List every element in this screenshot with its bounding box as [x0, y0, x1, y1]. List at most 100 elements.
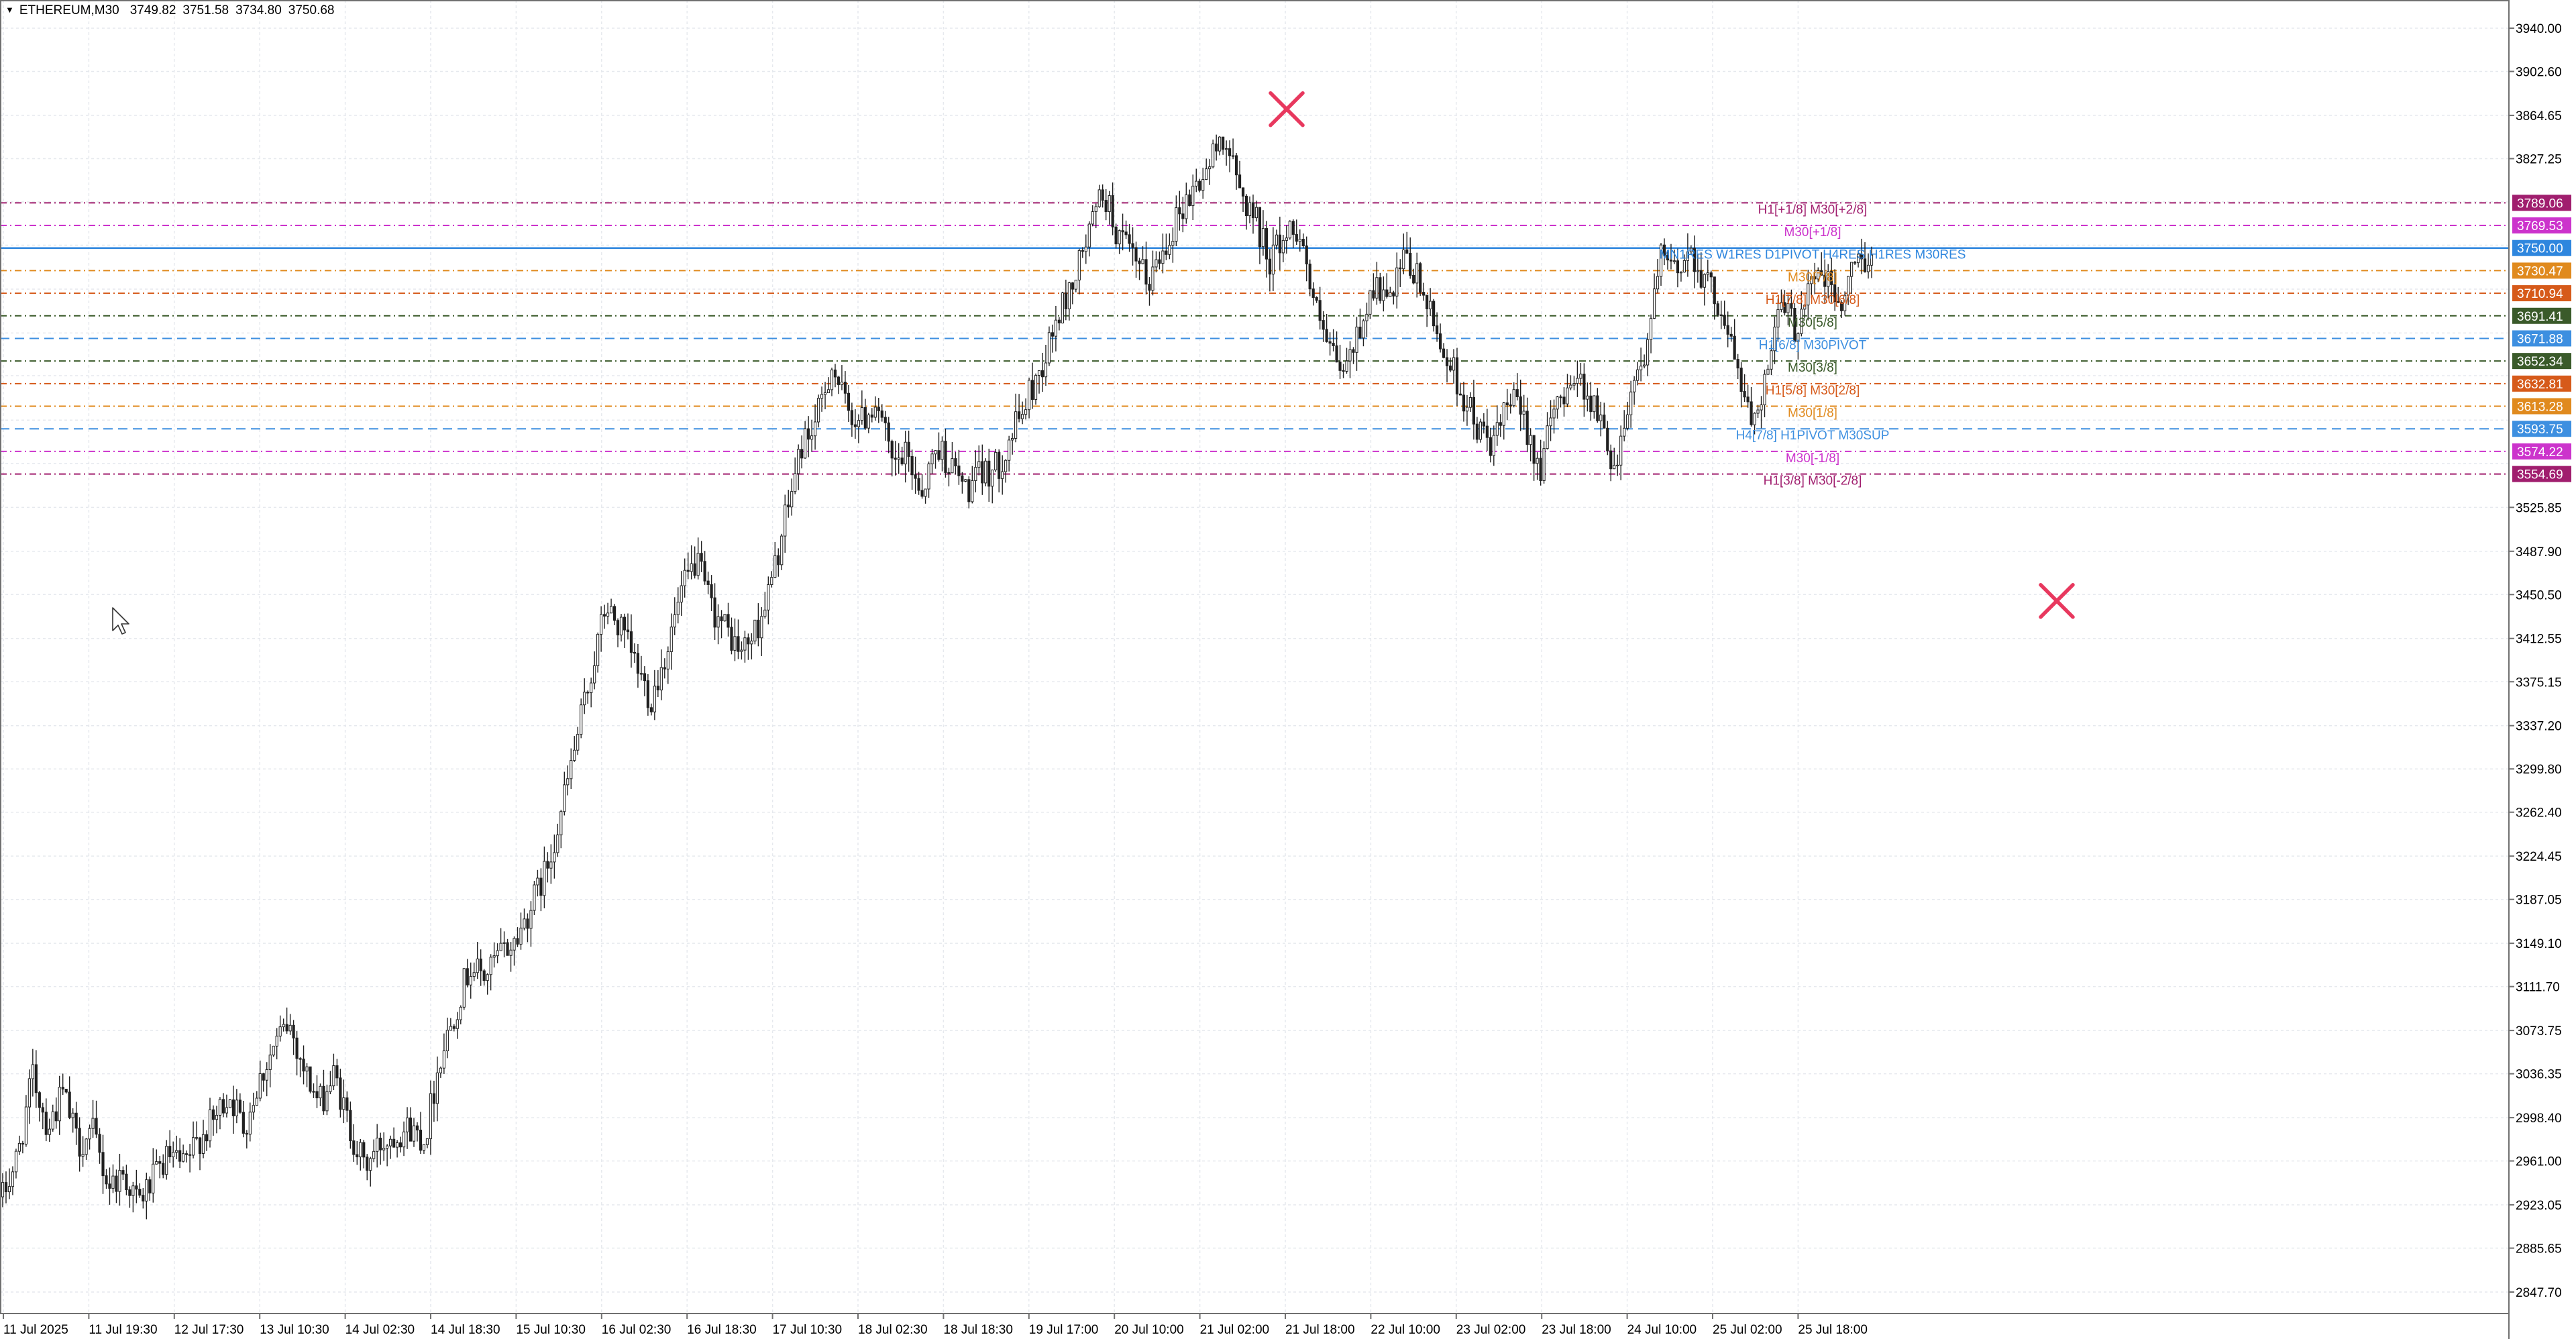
candle-body	[1820, 270, 1823, 276]
candle-body	[1462, 394, 1466, 412]
candle	[1014, 393, 1018, 443]
candle	[787, 490, 790, 518]
price-tick-label: 3412.55	[2516, 633, 2562, 647]
candle	[188, 1144, 192, 1173]
collapse-triangle-icon[interactable]: ▼	[5, 5, 14, 15]
candle-body	[275, 1035, 278, 1047]
candle	[412, 1118, 416, 1147]
candle-body	[787, 504, 790, 508]
candle	[583, 678, 586, 714]
candle-body	[951, 458, 954, 474]
candle	[773, 541, 777, 578]
price-tag-box	[2512, 262, 2571, 279]
candle	[1849, 262, 1854, 294]
candle-body	[1633, 380, 1636, 392]
candle	[1853, 261, 1857, 266]
candle	[546, 852, 549, 883]
candle	[1442, 343, 1446, 359]
candle-body	[920, 490, 924, 497]
candle	[4, 1171, 8, 1203]
candle-body	[1559, 396, 1562, 398]
candle	[1753, 412, 1756, 435]
candle	[17, 1135, 21, 1155]
price-tag-box	[2512, 375, 2571, 392]
candle-body	[1185, 194, 1188, 219]
candle-body	[563, 784, 566, 812]
candle	[880, 404, 883, 422]
candle	[131, 1181, 135, 1213]
candle-body	[1158, 259, 1161, 264]
candle-body	[1509, 405, 1512, 407]
candle-body	[469, 976, 472, 985]
candle	[1596, 388, 1599, 423]
candle	[1238, 160, 1242, 189]
candle	[1833, 269, 1837, 311]
level-label: H1[7/8] M30[6/8]	[1766, 293, 1860, 307]
candle	[737, 619, 740, 659]
candle-body	[1666, 255, 1670, 261]
candle-body	[1057, 319, 1061, 324]
candle	[753, 619, 757, 645]
candle	[359, 1138, 362, 1171]
candle	[1198, 178, 1201, 193]
candle-body	[1288, 221, 1291, 239]
candle-body	[282, 1024, 285, 1028]
candle-body	[1773, 327, 1776, 352]
candle-body	[1392, 292, 1395, 297]
candle	[325, 1084, 329, 1116]
level-label: H4[7/8] H1PIVOT M30SUP	[1736, 429, 1890, 443]
candle-body	[115, 1175, 118, 1192]
candle	[285, 1007, 288, 1034]
candle-body	[1171, 241, 1175, 246]
candle-body	[1121, 230, 1124, 233]
candle-body	[1760, 405, 1763, 411]
price-tag-box	[2512, 353, 2571, 370]
candle	[1251, 195, 1255, 234]
candle	[158, 1155, 162, 1179]
candle-body	[1342, 370, 1345, 372]
candle	[1168, 233, 1171, 260]
candle	[1175, 195, 1178, 246]
candle-body	[479, 958, 482, 971]
candle	[606, 602, 610, 625]
candle	[1228, 140, 1232, 172]
candle	[600, 606, 603, 652]
candle-body	[513, 938, 516, 951]
candle	[1586, 382, 1589, 412]
candle-body	[576, 734, 580, 751]
candle	[733, 619, 737, 661]
price-tag-label: 3710.94	[2517, 287, 2563, 301]
candle-body	[1040, 370, 1044, 378]
candle-body	[1084, 246, 1087, 252]
candle	[1254, 201, 1258, 222]
candle	[191, 1121, 195, 1159]
candle-body	[1051, 332, 1055, 337]
candle-body	[182, 1153, 185, 1162]
candle	[1856, 250, 1860, 268]
candle	[713, 583, 716, 640]
cross-marker-icon	[2039, 583, 2075, 619]
candle	[1606, 421, 1609, 456]
candle-body	[1863, 258, 1867, 272]
candle-body	[947, 472, 951, 474]
candle-body	[48, 1128, 51, 1135]
candle-body	[208, 1109, 212, 1142]
candle	[1426, 294, 1429, 327]
candle	[1479, 419, 1482, 443]
candle	[794, 457, 797, 494]
candle	[442, 1033, 445, 1075]
candle	[1352, 347, 1355, 364]
candle-body	[526, 918, 529, 929]
price-tag-box	[2512, 217, 2571, 234]
candle	[1582, 363, 1586, 417]
candle	[1736, 354, 1739, 380]
candle	[14, 1148, 18, 1179]
candle	[643, 666, 647, 696]
candle	[1241, 187, 1245, 212]
candle	[1171, 227, 1175, 263]
candle	[944, 429, 947, 478]
candle-body	[14, 1150, 18, 1173]
candle	[633, 643, 637, 663]
